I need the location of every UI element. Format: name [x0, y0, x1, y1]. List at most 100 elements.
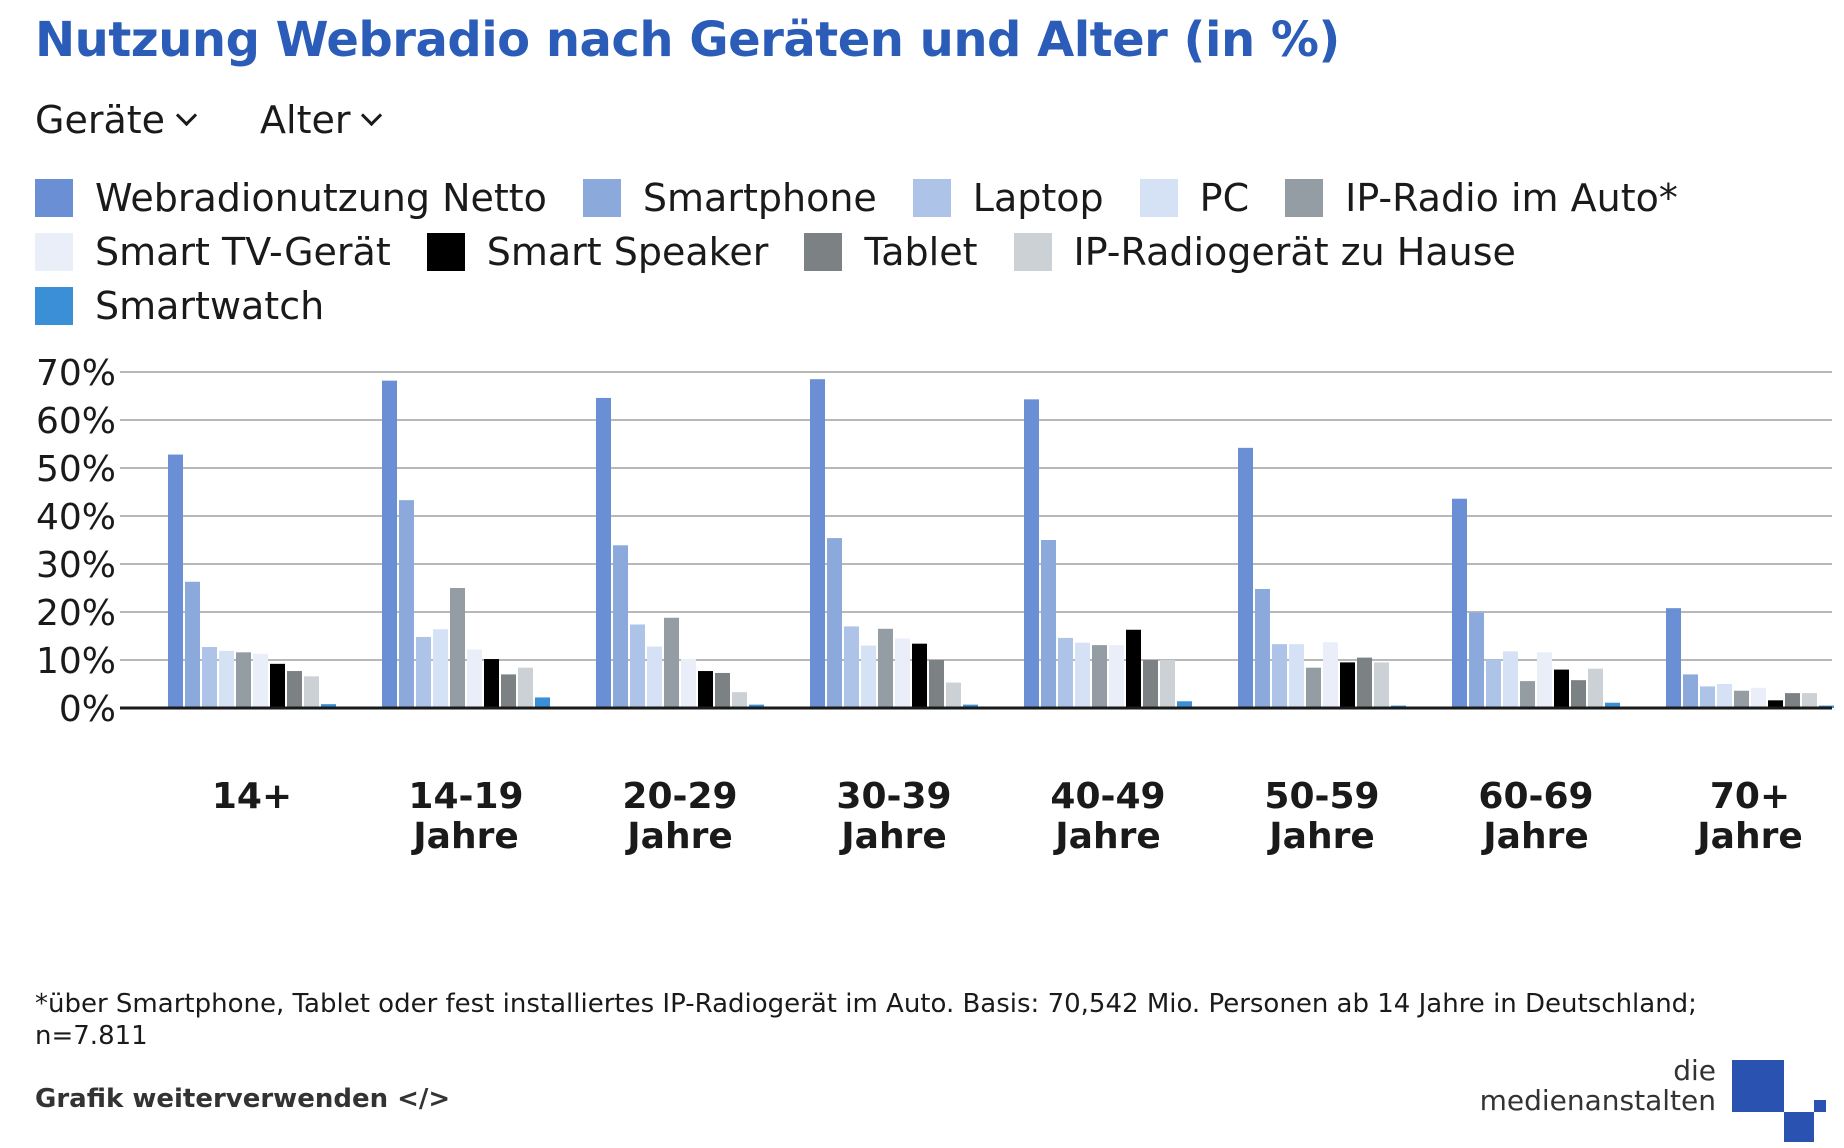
- x-tick-label: 14+: [212, 776, 292, 817]
- bar: [1340, 662, 1355, 708]
- bar-chart: 0%10%20%30%40%50%60%70%14+ 14-19Jahre20-2…: [36, 353, 1834, 857]
- bar: [467, 649, 482, 708]
- x-tick-label: 40-49: [1050, 776, 1165, 817]
- bar: [1109, 645, 1124, 708]
- bar: [321, 704, 336, 708]
- legend-label: Laptop: [972, 176, 1104, 220]
- bar: [168, 454, 183, 708]
- legend-item[interactable]: Webradionutzung Netto: [35, 175, 547, 221]
- x-tick-label: Jahre: [1052, 816, 1161, 857]
- chevron-down-icon: [361, 104, 383, 126]
- legend-label: Smartphone: [642, 176, 877, 220]
- filter-bar: Geräte Alter: [35, 98, 383, 142]
- bar: [1469, 612, 1484, 708]
- x-tick-label: Jahre: [410, 816, 519, 857]
- x-tick-label: Jahre: [1266, 816, 1375, 857]
- bar: [1486, 659, 1501, 708]
- bar: [664, 617, 679, 708]
- bar: [304, 676, 319, 708]
- bar: [1126, 629, 1141, 708]
- bar: [416, 636, 431, 708]
- bar: [501, 674, 516, 708]
- legend-item[interactable]: Smartwatch: [35, 283, 324, 329]
- chevron-down-icon: [175, 104, 198, 126]
- bar: [929, 660, 944, 708]
- x-tick-label: Jahre: [838, 816, 947, 857]
- bar: [1272, 644, 1287, 708]
- legend-item[interactable]: Smartphone: [582, 175, 877, 221]
- y-tick-label: 60%: [36, 401, 116, 442]
- bar: [1075, 642, 1090, 708]
- bar: [1605, 702, 1620, 708]
- bar: [878, 628, 893, 708]
- bar: [946, 682, 961, 708]
- bar: [647, 646, 662, 708]
- x-tick-label: Jahre: [1480, 816, 1589, 857]
- bar: [1588, 668, 1603, 708]
- bar: [698, 671, 713, 708]
- bar: [535, 697, 550, 708]
- bar: [1503, 651, 1518, 708]
- legend-label: PC: [1199, 176, 1250, 220]
- x-tick-label: 70+: [1710, 776, 1790, 817]
- legend-swatch: [426, 233, 465, 271]
- logo-line-2: medienanstalten: [1479, 1084, 1716, 1117]
- logo-line-1: die: [1673, 1054, 1716, 1087]
- bar: [1238, 447, 1253, 708]
- bar: [1666, 608, 1681, 708]
- filter-age-dropdown[interactable]: Alter: [260, 98, 383, 142]
- bar: [1289, 644, 1304, 708]
- y-tick-label: 10%: [36, 641, 116, 682]
- bar: [1717, 684, 1732, 708]
- bar: [202, 647, 217, 708]
- bar: [1143, 660, 1158, 708]
- bar: [1520, 681, 1535, 708]
- logo-text: die medienanstalten: [1480, 1056, 1716, 1116]
- legend-label: Webradionutzung Netto: [95, 176, 547, 220]
- bar: [433, 629, 448, 708]
- legend-label: Tablet: [864, 230, 978, 274]
- legend-item[interactable]: Laptop: [912, 175, 1104, 221]
- legend-swatch: [35, 179, 73, 217]
- legend-swatch: [1139, 179, 1178, 217]
- bar: [1323, 642, 1338, 708]
- legend-swatch: [912, 179, 951, 217]
- legend-item[interactable]: IP-Radiogerät zu Hause: [1013, 229, 1516, 275]
- legend-item[interactable]: Smart TV-Gerät: [35, 229, 391, 275]
- legend-item[interactable]: IP-Radio im Auto*: [1285, 175, 1678, 221]
- bar: [1785, 693, 1800, 708]
- y-tick-label: 50%: [36, 449, 116, 490]
- bar: [1571, 680, 1586, 708]
- chart-title: Nutzung Webradio nach Geräten und Alter …: [35, 12, 1340, 68]
- filter-devices-label: Geräte: [35, 98, 166, 142]
- bar: [1683, 674, 1698, 708]
- bar: [715, 672, 730, 708]
- bar: [1537, 652, 1552, 708]
- y-tick-label: 70%: [36, 353, 116, 394]
- bar: [1255, 588, 1270, 708]
- bar: [1024, 399, 1039, 708]
- x-tick-label: 60-69: [1478, 776, 1593, 817]
- legend-swatch: [582, 179, 621, 217]
- legend-item[interactable]: PC: [1139, 175, 1250, 221]
- reuse-graphic-link[interactable]: Grafik weiterverwenden </>: [35, 1084, 451, 1114]
- bar: [1306, 667, 1321, 708]
- legend-item[interactable]: Tablet: [804, 229, 978, 275]
- bar: [681, 659, 696, 708]
- bar: [219, 650, 234, 708]
- legend-swatch: [804, 233, 843, 271]
- bar: [185, 581, 200, 708]
- bar: [1751, 687, 1766, 708]
- bar: [912, 643, 927, 708]
- legend-item[interactable]: Smart Speaker: [426, 229, 768, 275]
- y-tick-label: 40%: [36, 497, 116, 538]
- bar: [1802, 693, 1817, 708]
- x-tick-label: 20-29: [622, 776, 737, 817]
- bar: [1041, 540, 1056, 708]
- bar: [270, 663, 285, 708]
- x-tick-label: 14-19: [408, 776, 523, 817]
- bar: [630, 624, 645, 708]
- bar: [236, 652, 251, 708]
- filter-devices-dropdown[interactable]: Geräte: [35, 98, 198, 142]
- bar: [450, 588, 465, 708]
